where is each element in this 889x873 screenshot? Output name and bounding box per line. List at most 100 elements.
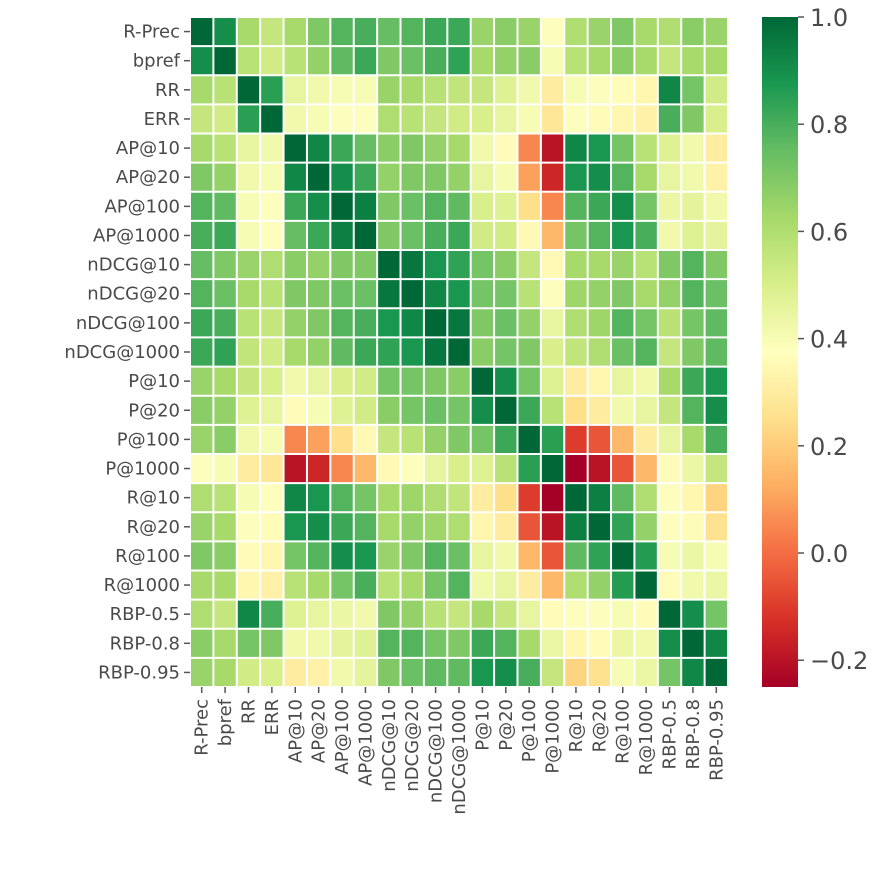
heatmap-cell xyxy=(423,191,448,222)
heatmap-cell xyxy=(681,162,705,193)
heatmap-cell xyxy=(494,308,518,338)
heatmap-cell xyxy=(634,220,659,251)
y-tick-label: nDCG@100 xyxy=(76,313,180,334)
heatmap-cell xyxy=(587,570,612,600)
heatmap-cell xyxy=(400,133,425,163)
heatmap-cell xyxy=(400,279,425,309)
heatmap-cell xyxy=(190,308,214,338)
heatmap-cell xyxy=(353,250,378,280)
heatmap-cell xyxy=(190,250,214,280)
heatmap-cell xyxy=(190,483,214,513)
heatmap-cell xyxy=(330,308,355,338)
colorbar-tick-label: 1.0 xyxy=(810,4,848,32)
heatmap-cell xyxy=(377,308,401,338)
heatmap-cell xyxy=(330,483,355,513)
heatmap-cell xyxy=(704,628,729,659)
heatmap-cell xyxy=(213,483,238,513)
heatmap-cell xyxy=(564,657,588,688)
heatmap-cell xyxy=(540,628,565,659)
heatmap-cell xyxy=(306,250,331,280)
heatmap-cell xyxy=(377,570,401,600)
heatmap-cell xyxy=(704,46,729,76)
heatmap-cell xyxy=(330,75,355,105)
heatmap-cell xyxy=(447,541,471,571)
heatmap-cell xyxy=(423,424,448,455)
heatmap-cell xyxy=(306,366,331,396)
heatmap-cell xyxy=(494,17,518,47)
heatmap-cell xyxy=(611,133,635,163)
heatmap-cell xyxy=(236,424,261,455)
heatmap-cell xyxy=(634,250,659,280)
heatmap-cell xyxy=(517,250,542,280)
heatmap-cell xyxy=(306,104,331,134)
x-tick-label: R@100 xyxy=(613,699,634,764)
heatmap-cell xyxy=(494,162,518,193)
x-tick-label: P@100 xyxy=(519,699,540,762)
heatmap-cell xyxy=(447,599,471,630)
y-tick-label: nDCG@1000 xyxy=(64,342,180,363)
heatmap-cell xyxy=(681,337,705,367)
heatmap-cell xyxy=(353,337,378,367)
heatmap-cell xyxy=(306,17,331,47)
heatmap-cell xyxy=(423,250,448,280)
heatmap-cell xyxy=(236,657,261,688)
heatmap-cell xyxy=(470,657,495,688)
heatmap-cell xyxy=(330,628,355,659)
heatmap-cell xyxy=(657,424,682,455)
heatmap-cell xyxy=(260,279,284,309)
x-tick-label: AP@20 xyxy=(309,699,330,763)
heatmap-cell xyxy=(587,104,612,134)
heatmap-cell xyxy=(236,570,261,600)
heatmap-cell xyxy=(306,75,331,105)
heatmap-cell xyxy=(330,104,355,134)
heatmap-cell xyxy=(236,279,261,309)
heatmap-cell xyxy=(330,366,355,396)
heatmap-cell xyxy=(540,17,565,47)
heatmap-cell xyxy=(447,220,471,251)
heatmap-cell xyxy=(236,162,261,193)
heatmap-cell xyxy=(634,46,659,76)
heatmap-cell xyxy=(611,512,635,542)
y-tick-label: R@100 xyxy=(115,546,180,567)
heatmap-cell xyxy=(540,75,565,105)
heatmap-cell xyxy=(330,46,355,76)
heatmap-cell xyxy=(190,46,214,76)
heatmap-cell xyxy=(353,599,378,630)
heatmap-cell xyxy=(260,308,284,338)
heatmap-cell xyxy=(260,46,284,76)
heatmap-cell xyxy=(190,75,214,105)
heatmap-cell xyxy=(517,104,542,134)
heatmap-cell xyxy=(517,424,542,455)
heatmap-cell xyxy=(657,453,682,484)
heatmap-cell xyxy=(587,250,612,280)
heatmap-cell xyxy=(213,133,238,163)
heatmap-cell xyxy=(470,570,495,600)
heatmap-cell xyxy=(494,250,518,280)
heatmap-cell xyxy=(540,162,565,193)
x-tick-label: P@10 xyxy=(472,699,493,751)
heatmap-cell xyxy=(283,250,308,280)
heatmap-cell xyxy=(704,133,729,163)
heatmap-cell xyxy=(353,133,378,163)
heatmap-cell xyxy=(306,191,331,222)
heatmap-cell xyxy=(400,570,425,600)
heatmap-cell xyxy=(283,483,308,513)
heatmap-cell xyxy=(377,46,401,76)
heatmap-cell xyxy=(470,308,495,338)
heatmap-cell xyxy=(611,46,635,76)
heatmap-cell xyxy=(470,366,495,396)
heatmap-cell xyxy=(377,279,401,309)
y-tick-label: RBP-0.95 xyxy=(98,662,180,683)
heatmap-cell xyxy=(470,250,495,280)
heatmap-cell xyxy=(681,308,705,338)
heatmap-cell xyxy=(587,337,612,367)
heatmap-cell xyxy=(470,512,495,542)
y-tick-label: nDCG@20 xyxy=(87,284,180,305)
heatmap-cell xyxy=(190,17,214,47)
heatmap-cell xyxy=(611,250,635,280)
heatmap-cell xyxy=(236,191,261,222)
heatmap-cell xyxy=(634,599,659,630)
heatmap-cell xyxy=(447,657,471,688)
heatmap-cell xyxy=(400,599,425,630)
heatmap-cell xyxy=(611,657,635,688)
